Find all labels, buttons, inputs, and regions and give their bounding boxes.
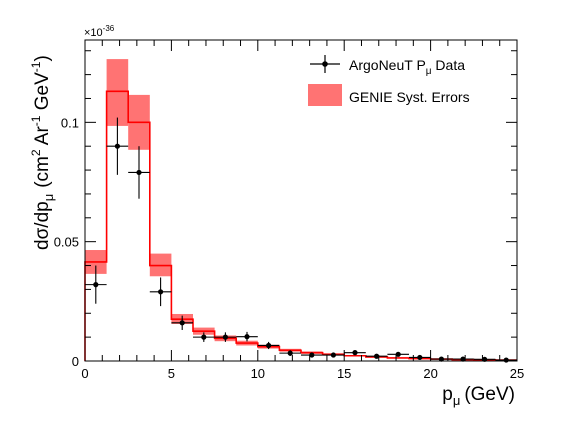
x-axis-label: pμ (GeV) [442,384,515,408]
x-tick-label: 15 [337,366,351,381]
data-point [495,357,517,363]
data-point [106,117,129,175]
data-marker [158,289,164,295]
x-tick-label: 10 [251,366,265,381]
data-point [128,146,150,199]
x-tick-label: 25 [510,366,524,381]
data-marker [503,357,509,363]
legend-band-label: GENIE Syst. Errors [349,89,470,105]
legend-data-marker [322,61,328,67]
data-marker [438,356,444,362]
axes-box [84,39,518,362]
legend-data-label: ArgoNeuT Pμ Data [349,57,465,77]
data-point [430,356,453,362]
data-point [193,332,215,342]
data-marker [287,350,293,356]
data-marker [93,282,99,288]
data-marker [179,320,185,326]
plot-frame [84,39,518,362]
data-point [365,353,388,359]
data-point [149,277,172,307]
data-points [85,117,517,363]
genie-line [84,90,517,361]
data-point [214,332,237,342]
data-point [236,331,258,342]
data-marker [244,334,250,340]
data-marker [266,342,272,349]
y-exponent-label: ×10-36 [84,24,115,39]
legend-band-swatch [308,84,342,106]
data-point [279,350,301,356]
data-marker [114,143,120,149]
data-point [171,315,193,330]
data-marker [201,334,207,340]
y-tick-label: 0.1 [61,115,79,130]
y-tick-label: 0 [72,354,79,369]
data-marker [136,169,142,176]
data-marker [460,356,466,362]
x-tick-label: 0 [81,366,88,381]
genie-histogram [84,90,517,361]
syst-band-bin [106,59,129,126]
y-tick-label: 0.05 [54,235,79,250]
data-marker [309,352,315,358]
data-marker [417,354,423,361]
data-marker [222,334,228,340]
data-point [344,350,366,356]
x-tick-label: 20 [423,366,437,381]
y-axis-label: dσ/dpμ(cm2 Ar-1 GeV-1) [29,55,56,250]
legend: ArgoNeuT Pμ Data GENIE Syst. Errors [308,55,470,106]
data-point [301,352,323,358]
x-tick-label: 5 [168,366,175,381]
data-marker [330,352,336,358]
data-marker [374,353,380,359]
data-point [322,352,345,358]
data-point [452,356,474,362]
data-marker [395,351,401,357]
data-point [387,351,409,357]
data-marker [352,350,358,356]
data-point [409,354,431,361]
data-point [257,341,280,350]
axis-ticks [84,40,518,362]
data-point [85,265,107,304]
tick-labels: 0 5 10 15 20 25 0 0.05 0.1 [54,115,525,381]
